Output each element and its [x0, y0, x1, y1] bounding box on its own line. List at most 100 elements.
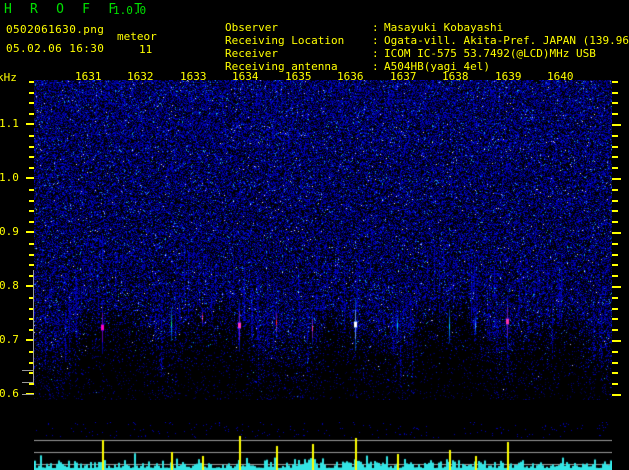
x-tick-label: 1636: [337, 70, 364, 83]
y-tick-minor: [29, 254, 34, 256]
y-tick-minor-right: [612, 113, 618, 115]
baseline-gray-line-stub: [22, 370, 34, 371]
x-tick-label: 1635: [285, 70, 312, 83]
y-tick-major-right: [612, 124, 621, 126]
info-row-receiving-location: Receiving Location: Ogata-vill. Akita-Pre…: [172, 21, 629, 47]
x-tick-label: 1638: [442, 70, 469, 83]
y-tick-minor: [29, 383, 34, 385]
y-tick-minor-right: [612, 92, 618, 94]
y-tick-minor: [29, 113, 34, 115]
baseline-gray-line-stub: [22, 394, 34, 395]
x-tick-label: 1633: [180, 70, 207, 83]
y-tick-major-right: [612, 394, 621, 396]
observer-info-block: Observer: Masayuki Kobayashi Receiving Lo…: [172, 8, 629, 73]
y-tick-minor-right: [612, 351, 618, 353]
file-name-label: 0502061630.png: [6, 23, 105, 36]
y-tick-major-right: [612, 232, 621, 234]
info-colon: :: [371, 60, 379, 73]
y-tick-minor: [29, 146, 34, 148]
x-tick-label: 1637: [390, 70, 417, 83]
y-tick-minor-right: [612, 318, 618, 320]
spectrogram-image: [34, 80, 612, 400]
info-key: Receiving Location: [224, 34, 345, 47]
y-tick-minor: [29, 156, 34, 158]
y-tick-minor-right: [612, 189, 618, 191]
info-row-receiver: Receiver: ICOM IC-575 53.7492(@LCD)MHz US…: [172, 34, 628, 60]
y-tick-minor: [29, 297, 34, 299]
info-colon: :: [371, 21, 379, 34]
y-tick-major: [26, 285, 34, 287]
meteor-label: meteor: [117, 30, 157, 43]
y-tick-minor-right: [612, 221, 618, 223]
y-tick-minor: [29, 275, 34, 277]
y-tick-minor: [29, 92, 34, 94]
y-tick-major-right: [612, 340, 621, 342]
info-value: Ogata-vill. Akita-Pref. JAPAN (139.96E, …: [383, 34, 629, 47]
y-tick-major: [26, 177, 34, 179]
y-tick-minor-right: [612, 383, 618, 385]
amplitude-trace-area: [34, 422, 612, 470]
y-tick-label: 1.0: [0, 171, 19, 184]
y-tick-minor: [29, 372, 34, 374]
app-title: H R O F F T: [4, 2, 148, 17]
y-tick-minor-right: [612, 264, 618, 266]
y-tick-minor: [29, 318, 34, 320]
x-tick-label: 1631: [75, 70, 102, 83]
y-tick-minor-right: [612, 146, 618, 148]
y-tick-minor-right: [612, 275, 618, 277]
y-tick-minor: [29, 329, 34, 331]
y-tick-major-right: [612, 178, 621, 180]
y-tick-minor-right: [612, 135, 618, 137]
y-tick-minor: [29, 362, 34, 364]
y-tick-minor-right: [612, 329, 618, 331]
amplitude-waveform: [34, 422, 612, 470]
y-tick-minor-right: [612, 210, 618, 212]
y-tick-major: [26, 231, 34, 233]
y-tick-minor: [29, 102, 34, 104]
axis-vertical-segment: [33, 270, 34, 382]
x-tick-label: 1640: [547, 70, 574, 83]
info-colon: :: [371, 47, 379, 60]
y-tick-minor-right: [612, 167, 618, 169]
y-tick-label: 0.7: [0, 333, 19, 346]
y-tick-label: 0.9: [0, 225, 19, 238]
y-tick-minor-right: [612, 372, 618, 374]
y-tick-minor: [29, 264, 34, 266]
x-tick-label: 1632: [127, 70, 154, 83]
info-key: Receiving antenna: [224, 60, 338, 73]
y-tick-minor: [29, 243, 34, 245]
app-version: 1.0.0: [113, 4, 147, 17]
y-tick-label: 1.1: [0, 117, 19, 130]
info-key: Receiver: [224, 47, 278, 60]
y-tick-minor-right: [612, 308, 618, 310]
info-value: ICOM IC-575 53.7492(@LCD)MHz USB: [383, 47, 596, 60]
y-tick-minor: [29, 189, 34, 191]
y-tick-minor: [29, 200, 34, 202]
y-tick-minor-right: [612, 200, 618, 202]
y-tick-minor: [29, 167, 34, 169]
y-tick-minor-right: [612, 81, 618, 83]
y-axis-unit-label: kHz: [0, 71, 17, 84]
baseline-gray-line-stub: [22, 382, 34, 383]
info-value: Masayuki Kobayashi: [383, 21, 504, 34]
y-tick-minor-right: [612, 156, 618, 158]
header-bar: H R O F F T 1.0.0 0502061630.png 05.02.0…: [0, 0, 629, 73]
info-row-observer: Observer: Masayuki Kobayashi: [172, 8, 628, 34]
spectrogram-plot: kHz 1.1 1.0 0.9 0.8 0.7 0.6 1631 1632 1633 1634 1…: [0, 70, 629, 470]
y-tick-minor: [29, 351, 34, 353]
y-tick-major-right: [612, 286, 621, 288]
y-tick-minor: [29, 308, 34, 310]
y-tick-minor: [29, 210, 34, 212]
y-tick-minor: [29, 81, 34, 83]
y-tick-minor-right: [612, 362, 618, 364]
info-value: A504HB(yagi 4el): [383, 60, 490, 73]
x-tick-label: 1639: [495, 70, 522, 83]
y-tick-minor: [29, 221, 34, 223]
y-tick-major: [26, 123, 34, 125]
y-tick-minor-right: [612, 297, 618, 299]
y-tick-major: [26, 339, 34, 341]
spectrogram-canvas-area: [34, 80, 612, 400]
info-key: Observer: [224, 21, 278, 34]
y-tick-minor-right: [612, 102, 618, 104]
